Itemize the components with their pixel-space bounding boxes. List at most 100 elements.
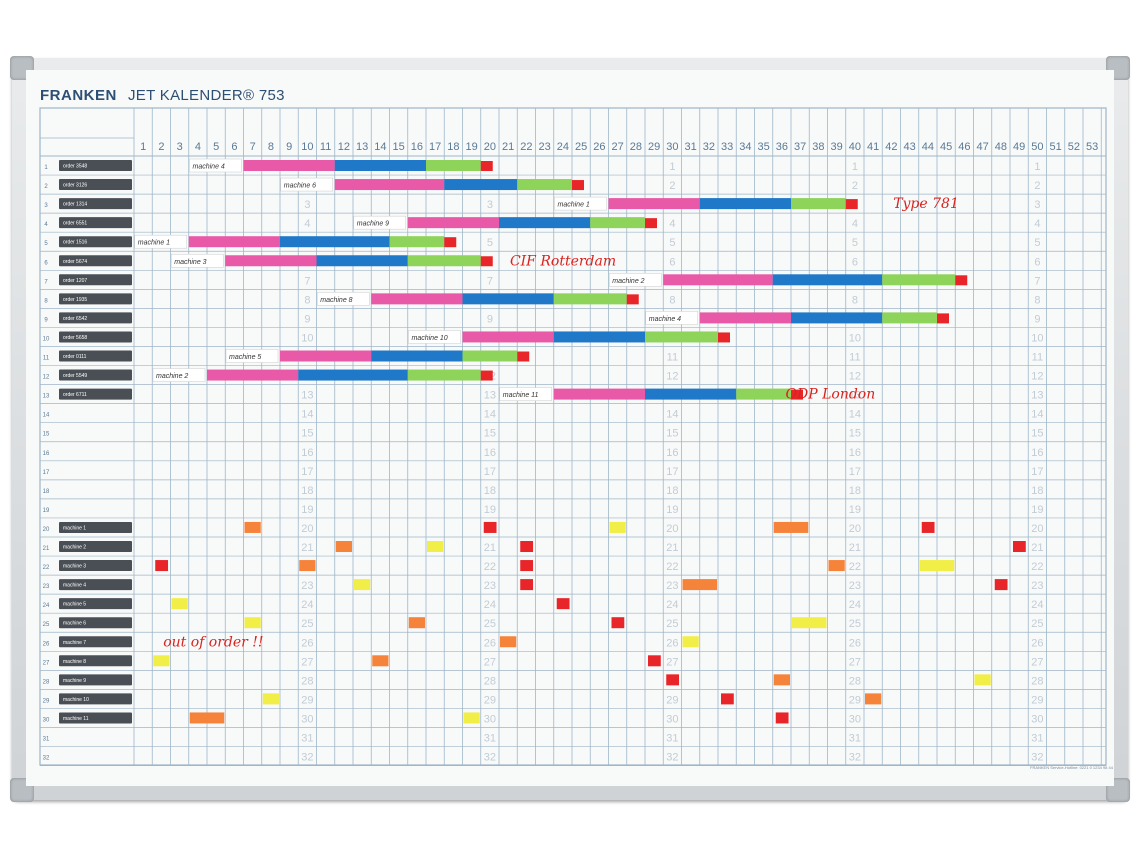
- faint-row-number: 32: [1031, 752, 1043, 764]
- order-label-strip: [59, 331, 132, 343]
- faint-row-number: 22: [666, 561, 678, 573]
- faint-row-number: 1: [669, 161, 675, 173]
- machine-label-text: machine 8: [63, 659, 86, 665]
- faint-row-number: 30: [484, 713, 496, 725]
- marker-red: [520, 560, 534, 572]
- task-end-marker: [572, 180, 584, 191]
- task-bar-pink: [462, 331, 554, 343]
- faint-row-number: 17: [301, 466, 313, 478]
- faint-row-number: 30: [849, 713, 861, 725]
- marker-red: [648, 655, 661, 667]
- marker-yellow: [609, 521, 626, 533]
- row-number-7: 7: [44, 279, 48, 285]
- task-bar-pink: [663, 274, 773, 286]
- marker-red: [666, 674, 680, 686]
- machine-label-text: machine 2: [63, 545, 86, 551]
- task-bar-blue: [334, 160, 426, 171]
- task-end-marker: [480, 256, 493, 267]
- task-note-text: machine 4: [649, 316, 681, 323]
- faint-row-number: 12: [666, 371, 678, 383]
- faint-row-number: 13: [1031, 390, 1043, 402]
- marker-red: [1013, 541, 1026, 552]
- faint-row-number: 31: [849, 733, 861, 745]
- column-number-47: 47: [977, 141, 989, 153]
- column-number-7: 7: [250, 141, 256, 153]
- order-label-strip: [59, 274, 132, 286]
- task-bar-blue: [699, 198, 791, 210]
- column-number-11: 11: [320, 141, 331, 153]
- faint-row-number: 32: [301, 752, 313, 764]
- task-bar-green: [389, 236, 445, 248]
- faint-row-number: 24: [666, 599, 678, 611]
- task-bar-pink: [243, 160, 335, 171]
- order-label-strip: [59, 312, 132, 324]
- task-end-marker: [955, 275, 968, 286]
- marker-red: [155, 560, 169, 572]
- column-number-23: 23: [539, 141, 551, 153]
- marker-orange: [408, 617, 425, 629]
- faint-row-number: 26: [301, 637, 313, 649]
- task-bar-green: [882, 312, 937, 324]
- marker-red: [721, 693, 734, 705]
- row-number-20: 20: [43, 527, 50, 533]
- faint-row-number: 3: [1034, 199, 1040, 211]
- row-number-21: 21: [43, 546, 50, 552]
- faint-row-number: 27: [849, 656, 861, 668]
- faint-row-number: 14: [666, 409, 678, 421]
- faint-row-number: 26: [484, 637, 496, 649]
- faint-row-number: 19: [301, 504, 313, 516]
- marker-orange: [189, 712, 225, 724]
- row-number-27: 27: [43, 660, 50, 666]
- faint-row-number: 25: [301, 618, 313, 630]
- faint-row-number: 8: [304, 294, 310, 306]
- task-note-card: [499, 387, 552, 401]
- machine-label-strip: [59, 655, 132, 667]
- marker-red: [520, 541, 534, 552]
- order-label-text: order 1314: [63, 202, 87, 208]
- order-label-text: order 1516: [63, 240, 87, 246]
- row-number-3: 3: [44, 203, 48, 209]
- task-bar-blue: [298, 369, 408, 381]
- marker-orange: [335, 541, 352, 552]
- task-note-card: [645, 311, 698, 325]
- task-bar-green: [517, 179, 572, 191]
- faint-row-number: 12: [1031, 371, 1043, 383]
- column-number-41: 41: [867, 141, 879, 153]
- marker-yellow: [463, 712, 480, 724]
- row-number-1: 1: [44, 165, 48, 171]
- column-number-13: 13: [356, 141, 368, 153]
- row-number-15: 15: [43, 432, 50, 438]
- order-label-text: order 6542: [63, 316, 87, 322]
- row-number-9: 9: [44, 317, 48, 323]
- handwritten-note: Type 781: [893, 196, 959, 212]
- row-number-32: 32: [43, 756, 50, 762]
- faint-row-number: 11: [849, 352, 860, 364]
- column-number-33: 33: [721, 141, 733, 153]
- order-label-text: order 3548: [63, 164, 87, 170]
- faint-row-number: 31: [301, 733, 313, 745]
- marker-red: [611, 617, 625, 629]
- task-note-text: machine 2: [156, 373, 188, 380]
- machine-label-strip: [59, 636, 132, 648]
- faint-row-number: 10: [301, 332, 313, 344]
- faint-row-number: 21: [849, 542, 861, 554]
- faint-row-number: 5: [1034, 237, 1040, 249]
- row-number-13: 13: [43, 394, 50, 400]
- column-number-14: 14: [374, 141, 386, 153]
- task-bar-pink: [188, 236, 280, 248]
- task-end-marker: [517, 351, 530, 362]
- column-number-36: 36: [776, 141, 788, 153]
- task-end-marker: [480, 161, 493, 171]
- faint-row-number: 20: [849, 523, 861, 535]
- faint-row-number: 2: [1034, 180, 1040, 192]
- faint-row-number: 7: [487, 275, 493, 287]
- task-note-text: machine 5: [229, 354, 261, 361]
- column-number-25: 25: [575, 141, 587, 153]
- order-label-strip: [59, 179, 132, 191]
- faint-row-number: 29: [484, 694, 496, 706]
- machine-label-text: machine 5: [63, 602, 86, 608]
- row-number-30: 30: [43, 717, 50, 723]
- column-number-9: 9: [286, 141, 292, 153]
- task-bar-blue: [772, 274, 883, 286]
- faint-row-number: 23: [1031, 580, 1043, 592]
